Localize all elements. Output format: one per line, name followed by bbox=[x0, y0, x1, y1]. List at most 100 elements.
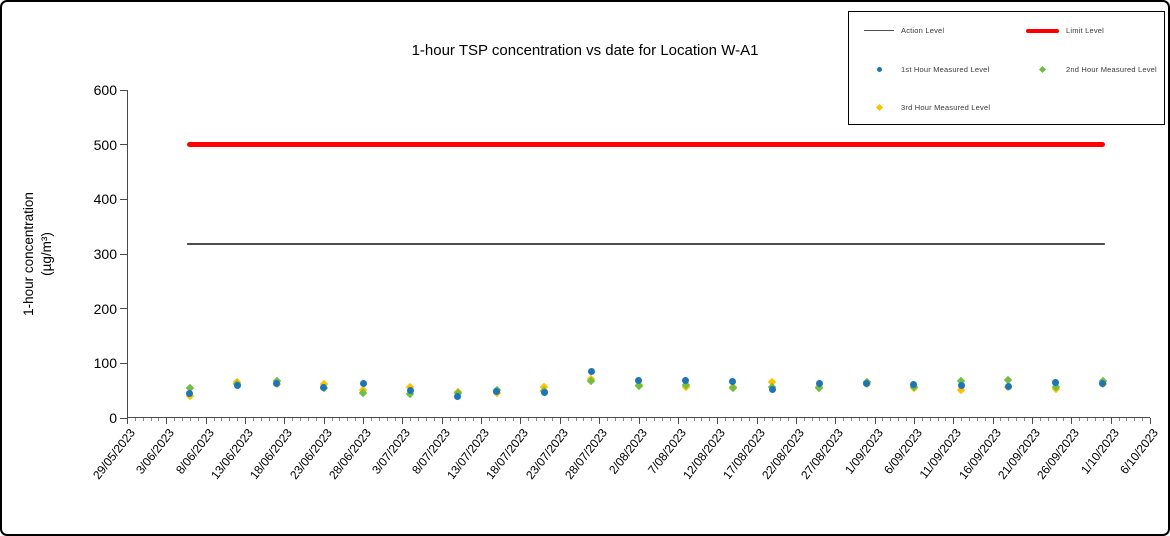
x-axis-tick bbox=[481, 418, 483, 424]
x-axis-tick bbox=[835, 418, 837, 424]
legend-label: Action Level bbox=[901, 26, 945, 35]
x-axis-tick bbox=[717, 418, 719, 424]
x-axis-minor-tick bbox=[827, 418, 829, 421]
1st-hour-measured-level-marker bbox=[1052, 378, 1060, 386]
x-axis-minor-tick bbox=[378, 418, 380, 421]
x-axis-minor-tick bbox=[725, 418, 727, 421]
y-axis-tick bbox=[120, 144, 127, 146]
x-axis-minor-tick bbox=[1079, 418, 1081, 421]
1st-hour-measured-level-swatch-glyph bbox=[876, 67, 882, 72]
x-axis-minor-tick bbox=[709, 418, 711, 421]
x-axis-minor-tick bbox=[347, 418, 349, 421]
x-axis-minor-tick bbox=[449, 418, 451, 421]
plot-area: 0 100 200 300 400 500 600 29/05/2023 3/06/2023 8/… bbox=[90, 82, 1161, 482]
y-axis-tick bbox=[120, 198, 127, 200]
x-axis-minor-tick bbox=[237, 418, 239, 421]
action-level-line bbox=[186, 243, 1105, 245]
x-axis-minor-tick bbox=[418, 418, 420, 421]
x-axis-minor-tick bbox=[937, 418, 939, 421]
x-axis-minor-tick bbox=[890, 418, 892, 421]
x-axis-minor-tick bbox=[1055, 418, 1057, 421]
chart-title: 1-hour TSP concentration vs date for Loc… bbox=[411, 42, 759, 59]
legend-item-3rd-hour: 3rd Hour Measured Level bbox=[864, 103, 990, 112]
x-axis-minor-tick bbox=[819, 418, 821, 421]
y-axis-line bbox=[127, 90, 128, 418]
third-hour-marker-icon bbox=[864, 103, 894, 112]
x-axis-tick bbox=[1071, 418, 1073, 424]
x-axis-tick bbox=[284, 418, 286, 424]
x-axis-minor-tick bbox=[292, 418, 294, 421]
x-axis-minor-tick bbox=[307, 418, 309, 421]
1st-hour-measured-level-marker bbox=[233, 381, 241, 389]
1st-hour-measured-level-marker bbox=[635, 377, 642, 385]
1st-hour-measured-level-marker bbox=[863, 379, 871, 387]
1st-hour-measured-level-marker bbox=[454, 392, 461, 400]
x-axis-minor-tick bbox=[984, 418, 986, 421]
x-axis-minor-tick bbox=[1142, 418, 1144, 421]
x-axis-minor-tick bbox=[150, 418, 152, 421]
x-axis-minor-tick bbox=[174, 418, 176, 421]
x-axis-tick bbox=[1031, 418, 1033, 424]
x-axis-minor-tick bbox=[764, 418, 766, 421]
legend-label: 2nd Hour Measured Level bbox=[1066, 65, 1157, 74]
1st-hour-measured-level-marker bbox=[957, 381, 965, 389]
x-axis-minor-tick bbox=[788, 418, 789, 421]
x-axis-minor-tick bbox=[732, 418, 734, 421]
y-axis-tick bbox=[120, 308, 127, 310]
x-axis-minor-tick bbox=[1008, 418, 1010, 421]
x-axis-minor-tick bbox=[843, 418, 845, 421]
y-axis-tick-label: 300 bbox=[93, 246, 117, 262]
legend-label: Limit Level bbox=[1066, 26, 1105, 35]
x-axis-minor-tick bbox=[496, 418, 498, 421]
x-axis-minor-tick bbox=[969, 418, 970, 421]
y-axis-title-line1: 1-hour concentration bbox=[20, 192, 36, 316]
x-axis-minor-tick bbox=[898, 418, 900, 421]
x-axis-minor-tick bbox=[866, 418, 868, 421]
x-axis-minor-tick bbox=[1063, 418, 1065, 421]
x-axis-minor-tick bbox=[433, 418, 435, 421]
y-axis-tick-label: 100 bbox=[93, 355, 117, 372]
1st-hour-measured-level-marker bbox=[1004, 382, 1012, 390]
x-axis-minor-tick bbox=[693, 418, 695, 421]
x-axis-tick bbox=[638, 418, 640, 424]
x-axis-tick bbox=[559, 418, 561, 424]
limit-level-line-swatch bbox=[1026, 28, 1059, 33]
1st-hour-measured-level-marker bbox=[768, 386, 776, 394]
y-axis-title-line2: (µg/m³) bbox=[39, 232, 54, 276]
legend-box: Action Level Limit Level 1st Hour Measur… bbox=[848, 11, 1165, 125]
1st-hour-measured-level-marker bbox=[729, 378, 737, 386]
y-axis-title: 1-hour concentration (µg/m³) bbox=[20, 192, 56, 316]
x-axis-tick bbox=[245, 418, 247, 424]
x-axis-tick bbox=[205, 418, 207, 424]
x-axis-minor-tick bbox=[1047, 418, 1049, 421]
x-axis-tick bbox=[913, 418, 915, 424]
x-axis-minor-tick bbox=[315, 418, 317, 421]
x-axis-minor-tick bbox=[772, 418, 774, 421]
x-axis-tick bbox=[441, 418, 443, 424]
x-axis-minor-tick bbox=[803, 418, 805, 421]
x-axis-tick bbox=[795, 418, 797, 424]
legend-label: 1st Hour Measured Level bbox=[901, 65, 990, 74]
y-axis-tick bbox=[120, 253, 127, 255]
1st-hour-measured-level-marker bbox=[186, 390, 194, 398]
action-level-swatch-glyph bbox=[864, 29, 894, 32]
1st-hour-measured-level-marker bbox=[910, 380, 918, 388]
first-hour-marker-icon bbox=[864, 67, 894, 72]
x-axis-tick bbox=[953, 418, 955, 424]
y-axis-tick-label: 0 bbox=[109, 410, 117, 426]
x-axis-minor-tick bbox=[300, 418, 302, 421]
x-axis-minor-tick bbox=[213, 418, 215, 421]
x-axis-minor-tick bbox=[654, 418, 656, 421]
legend-label: 3rd Hour Measured Level bbox=[901, 103, 991, 112]
y-axis-tick-label: 600 bbox=[93, 82, 117, 98]
1st-hour-measured-level-marker bbox=[273, 380, 280, 388]
x-axis-minor-tick bbox=[268, 418, 270, 421]
x-axis-minor-tick bbox=[473, 418, 475, 421]
x-axis-tick bbox=[363, 418, 365, 424]
x-axis-minor-tick bbox=[260, 418, 262, 421]
x-axis-minor-tick bbox=[465, 418, 467, 421]
x-axis-minor-tick bbox=[1118, 418, 1120, 421]
x-axis-minor-tick bbox=[858, 418, 860, 421]
1st-hour-measured-level-marker bbox=[587, 368, 595, 376]
